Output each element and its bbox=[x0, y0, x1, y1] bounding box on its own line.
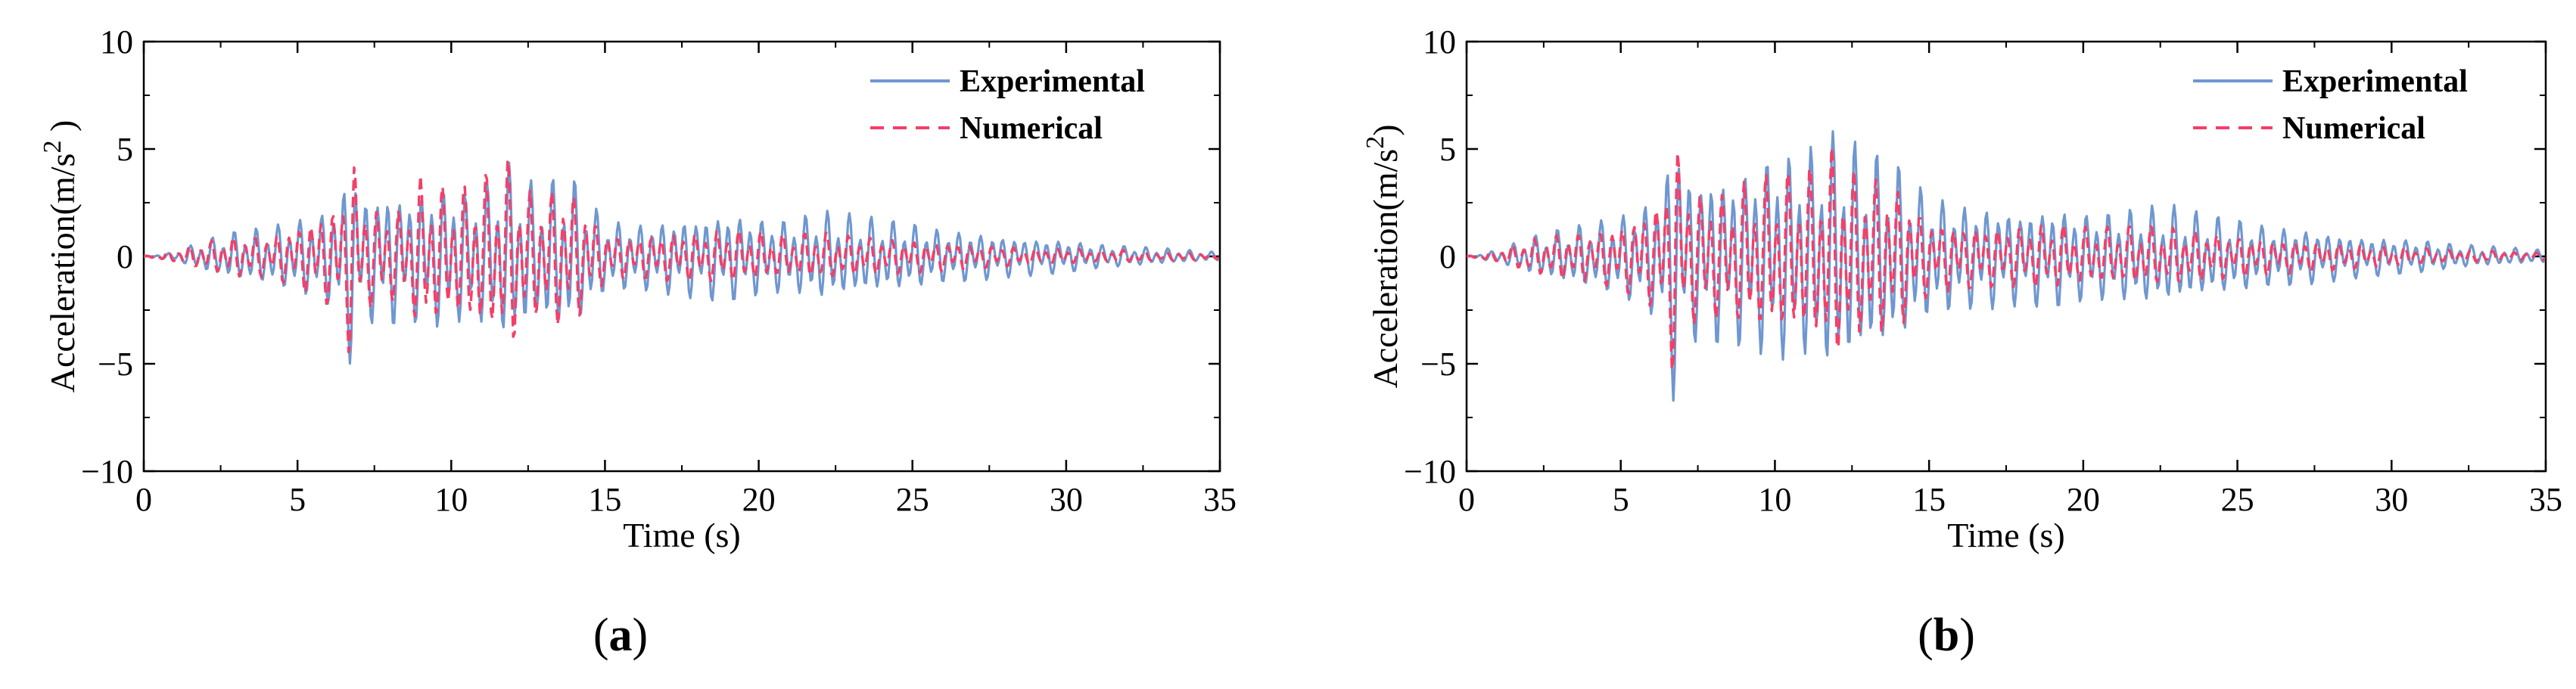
x-tick-label-a-3: 15 bbox=[588, 481, 621, 518]
y-tick-label-a-3: −5 bbox=[98, 346, 133, 383]
series-line-b-numerical bbox=[1467, 146, 2546, 371]
x-tick-label-a-7: 35 bbox=[1203, 481, 1237, 518]
x-tick-label-b-2: 10 bbox=[1758, 481, 1791, 518]
x-axis-label-b: Time (s) bbox=[1947, 516, 2065, 554]
y-tick-label-b-4: −10 bbox=[1404, 453, 1456, 490]
y-tick-label-a-4: −10 bbox=[81, 453, 133, 490]
x-tick-label-b-3: 15 bbox=[1912, 481, 1946, 518]
panel-label-b-close: ) bbox=[1959, 610, 1975, 661]
panel-label-b-letter: b bbox=[1934, 610, 1959, 661]
panel-label-a-close: ) bbox=[633, 610, 649, 661]
x-tick-label-b-4: 20 bbox=[2067, 481, 2100, 518]
x-tick-label-b-6: 30 bbox=[2375, 481, 2408, 518]
x-axis-label-a: Time (s) bbox=[623, 516, 741, 554]
panel-label-b: (b) bbox=[1918, 610, 1975, 661]
y-tick-label-a-0: 10 bbox=[100, 23, 133, 61]
x-tick-label-a-0: 0 bbox=[135, 481, 152, 518]
y-tick-label-b-0: 10 bbox=[1423, 23, 1456, 61]
panel-label-a: (a) bbox=[593, 610, 648, 661]
legend-label-a-numerical: Numerical bbox=[960, 111, 1103, 146]
y-axis-label-b: Acceleration(m/s2) bbox=[1361, 124, 1405, 388]
y-tick-label-b-1: 5 bbox=[1439, 131, 1456, 168]
series-line-a-numerical bbox=[144, 159, 1220, 353]
x-tick-label-a-5: 25 bbox=[896, 481, 929, 518]
series-line-a-experimental bbox=[144, 162, 1220, 365]
x-tick-label-b-7: 35 bbox=[2529, 481, 2562, 518]
panel-label-a-open: ( bbox=[593, 610, 609, 661]
x-tick-label-b-1: 5 bbox=[1613, 481, 1629, 518]
y-tick-label-b-2: 0 bbox=[1439, 238, 1456, 275]
legend-label-b-numerical: Numerical bbox=[2282, 111, 2425, 146]
y-tick-label-a-1: 5 bbox=[117, 131, 133, 168]
panel-label-b-open: ( bbox=[1918, 610, 1934, 661]
x-tick-label-b-0: 0 bbox=[1458, 481, 1475, 518]
x-tick-label-a-2: 10 bbox=[434, 481, 468, 518]
series-line-b-experimental bbox=[1467, 130, 2546, 402]
panel-label-a-letter: a bbox=[609, 610, 633, 661]
x-tick-label-a-1: 5 bbox=[289, 481, 306, 518]
x-tick-label-a-4: 20 bbox=[742, 481, 776, 518]
x-tick-label-b-5: 25 bbox=[2221, 481, 2254, 518]
legend-label-b-experimental: Experimental bbox=[2282, 64, 2468, 99]
legend-label-a-experimental: Experimental bbox=[960, 64, 1145, 99]
x-tick-label-a-6: 30 bbox=[1050, 481, 1083, 518]
y-tick-label-a-2: 0 bbox=[117, 238, 133, 275]
y-axis-label-a: Acceleration(m/s2 ) bbox=[39, 120, 82, 393]
y-tick-label-b-3: −5 bbox=[1420, 346, 1456, 383]
